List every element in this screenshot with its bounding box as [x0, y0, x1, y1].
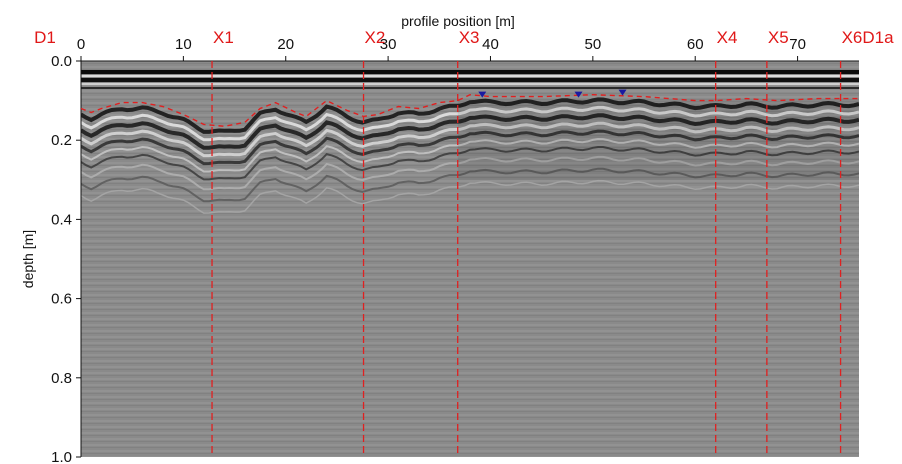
x-axis-ticks: 0 10 20 30 40 50 60 70 — [77, 36, 806, 61]
marker-label-x3: X3 — [459, 28, 480, 47]
marker-label-x4: X4 — [717, 28, 738, 47]
reflection-band — [81, 105, 859, 142]
y-tick-label: 0.0 — [51, 53, 72, 70]
reflection-band — [81, 179, 859, 214]
x-tick-label: 20 — [277, 36, 294, 53]
x-tick-label: 10 — [175, 36, 192, 53]
point-mark — [618, 89, 627, 96]
reflection-band — [81, 167, 859, 203]
reflection-layer — [81, 70, 859, 214]
surface-band-light — [81, 83, 859, 85]
reflection-band — [81, 97, 859, 134]
point-mark — [478, 91, 487, 98]
point-marks — [478, 89, 627, 98]
marker-lines — [211, 61, 842, 457]
surface-band-dark — [81, 78, 859, 82]
reflection-band — [81, 113, 859, 150]
x-tick-label: 50 — [584, 36, 601, 53]
reflection-band — [81, 137, 859, 173]
y-tick-label: 1.0 — [51, 449, 72, 464]
x-tick-label: 70 — [789, 36, 806, 53]
reflection-band — [81, 146, 859, 181]
y-tick-label: 0.6 — [51, 291, 72, 308]
marker-label-x1: X1 — [213, 28, 234, 47]
y-axis-title: depth [m] — [20, 230, 36, 288]
marker-label-d1a: D1a — [862, 28, 894, 47]
x-axis-title: profile position [m] — [401, 13, 515, 29]
reflection-band — [81, 129, 859, 166]
marker-label-d1: D1 — [34, 28, 56, 47]
reflection-band — [81, 121, 859, 158]
point-mark — [574, 91, 583, 98]
x-tick-label: 60 — [687, 36, 704, 53]
y-axis-ticks: 0.0 0.2 0.4 0.6 0.8 1.0 — [51, 53, 81, 464]
surface-band-light — [81, 75, 859, 77]
surface-band-dark — [81, 87, 859, 89]
marker-labels: D1 X1 X2 X3 X4 X5 X6 D1a — [34, 28, 894, 47]
dense-reflection-zone — [457, 100, 859, 180]
x-tick-label: 30 — [380, 36, 397, 53]
marker-label-x6: X6 — [842, 28, 863, 47]
y-tick-label: 0.4 — [51, 211, 72, 228]
y-tick-label: 0.2 — [51, 132, 72, 149]
interface-line-group — [81, 93, 859, 128]
surface-band-dark — [81, 70, 859, 74]
interface-line — [81, 93, 859, 128]
x-tick-label: 0 — [77, 36, 85, 53]
marker-label-x2: X2 — [365, 28, 386, 47]
reflection-band — [81, 155, 859, 191]
x-tick-label: 40 — [482, 36, 499, 53]
marker-label-x5: X5 — [768, 28, 789, 47]
y-tick-label: 0.8 — [51, 370, 72, 387]
